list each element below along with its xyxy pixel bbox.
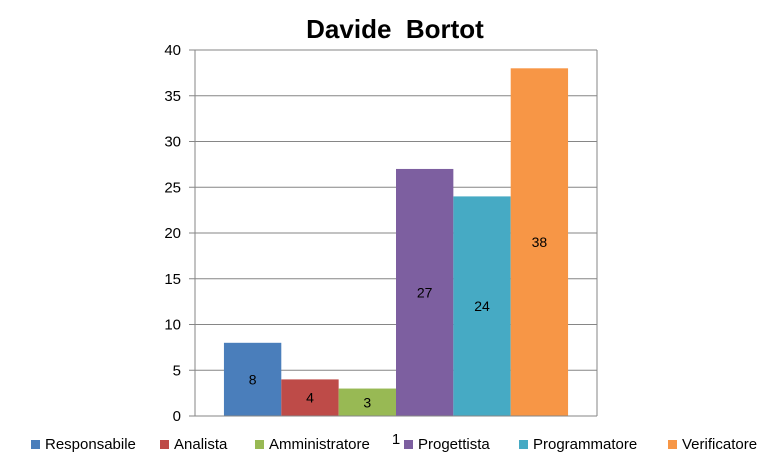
y-tick-label: 35	[164, 88, 181, 105]
legend-item-progettista: Progettista	[404, 433, 490, 455]
legend-label: Responsabile	[45, 435, 136, 453]
legend-item-analista: Analista	[160, 433, 227, 455]
data-label-programmatore: 24	[474, 298, 490, 314]
legend-item-responsabile: Responsabile	[31, 433, 136, 455]
legend-swatch	[160, 439, 169, 449]
y-tick-label: 5	[173, 362, 181, 379]
legend-label: Verificatore	[682, 435, 758, 453]
bar-responsabile	[223, 342, 282, 416]
bar-amministratore	[338, 388, 396, 416]
data-label-analista: 4	[306, 390, 314, 406]
legend-label: Amministratore	[269, 435, 370, 453]
y-tick-label: 15	[164, 271, 181, 288]
y-tick-label: 0	[173, 408, 181, 425]
y-tick-label: 40	[164, 42, 181, 59]
data-labels: 8 4 3 27 24 38	[249, 234, 548, 410]
legend-item-verificatore: Verificatore	[668, 433, 757, 455]
legend-label: Analista	[174, 435, 228, 453]
axes	[194, 50, 598, 417]
legend-swatch	[255, 439, 264, 449]
legend-swatch	[31, 439, 40, 449]
legend-swatch	[668, 439, 677, 449]
legend-item-programmatore: Programmatore	[519, 433, 637, 455]
legend-swatch	[519, 439, 528, 449]
legend: Responsabile Analista Amministratore Proget…	[0, 433, 780, 455]
legend-item-amministratore: Amministratore	[255, 433, 370, 455]
bar-analista	[281, 379, 339, 416]
bar-programmatore	[453, 196, 511, 416]
legend-label: Progettista	[418, 435, 490, 453]
x-tick-label: 1	[392, 431, 400, 448]
data-label-responsabile: 8	[249, 371, 257, 387]
legend-swatch	[404, 439, 413, 449]
bars	[223, 68, 569, 417]
data-label-progettista: 27	[417, 284, 433, 300]
data-label-verificatore: 38	[532, 234, 548, 250]
legend-label: Programmatore	[533, 435, 638, 453]
bar-verificatore	[510, 68, 569, 417]
y-axis-ticks: 0 5 10 15 20 25 30 35 40	[164, 42, 181, 425]
y-tick-label: 25	[164, 179, 181, 196]
bar-progettista	[396, 168, 454, 416]
y-tick-label: 10	[164, 317, 181, 334]
y-tick-label: 30	[164, 134, 181, 151]
data-label-amministratore: 3	[363, 394, 371, 410]
chart-title: Davide Bortot	[306, 14, 484, 44]
y-tick-label: 20	[164, 225, 181, 242]
